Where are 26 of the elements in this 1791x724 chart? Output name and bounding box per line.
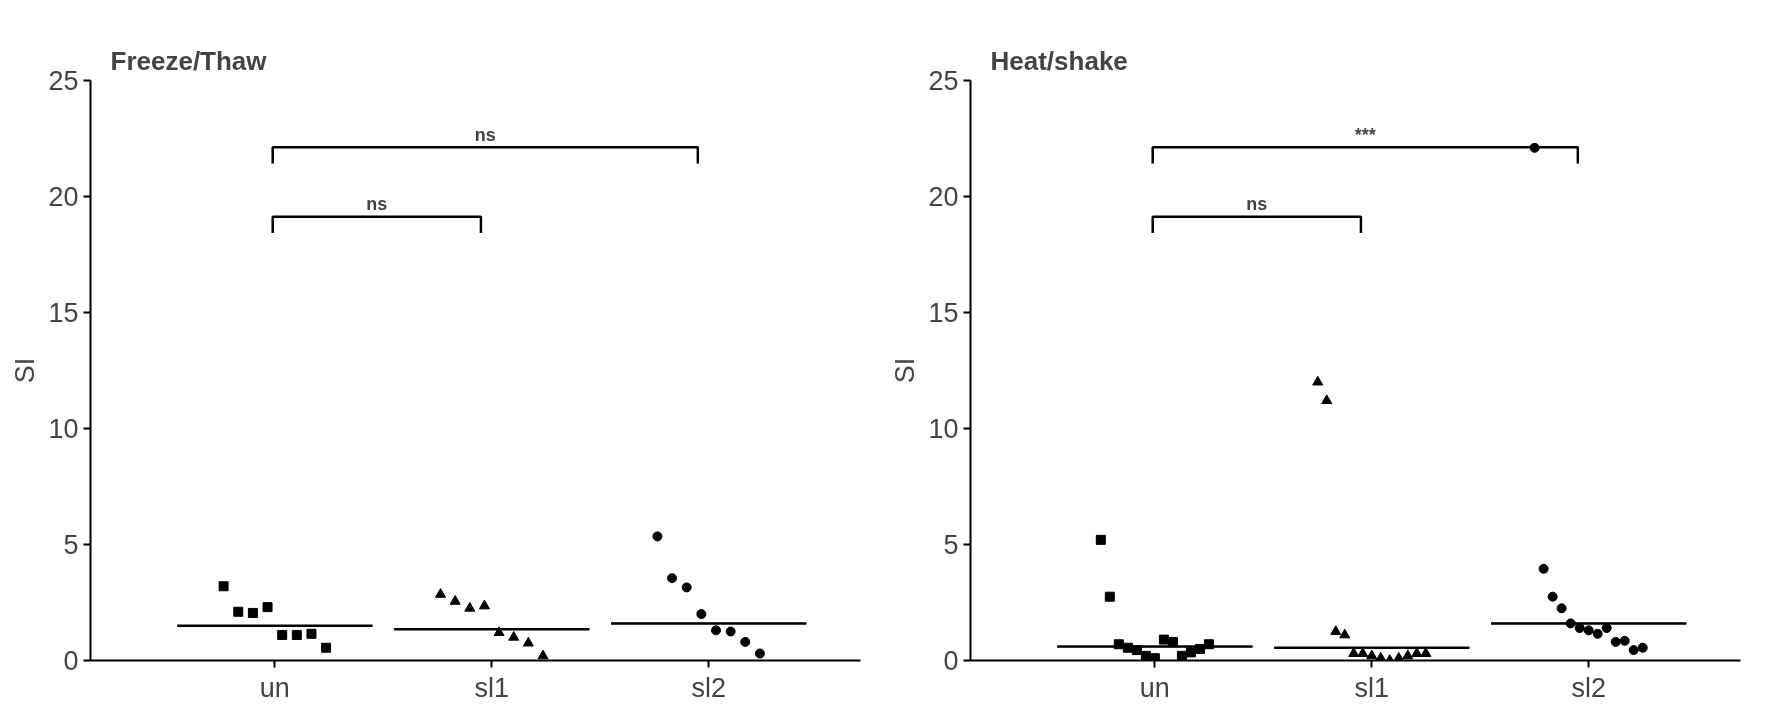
y-tick-label: 10 [48,414,79,444]
x-tick-label: un [1139,672,1170,703]
annotation: ns [1246,194,1268,215]
x-tick-label: sl1 [474,672,510,703]
x-tick-label: sl2 [691,672,726,703]
y-tick-label: 25 [48,66,79,96]
y-tick-label: 0 [63,646,79,676]
x-tick-label: sl1 [1354,672,1390,703]
chart-title: Heat/shake [990,45,1128,76]
y-axis-title: SI [10,357,41,384]
y-tick-label: 15 [48,298,79,328]
x-tick-label: un [259,672,290,703]
annotation: ns [474,124,496,145]
x-tick-label: sl2 [1571,672,1606,703]
y-tick-label: 20 [928,182,959,212]
y-axis-title: SI [890,357,921,384]
y-tick-label: 20 [48,182,79,212]
y-tick-label: 25 [928,66,959,96]
y-tick-label: 5 [63,530,79,560]
annotation: *** [1354,124,1376,145]
y-tick-label: 10 [928,414,959,444]
annotation: ns [366,194,388,215]
y-tick-label: 15 [928,298,959,328]
chart-title: Freeze/Thaw [110,45,268,76]
y-tick-label: 0 [943,646,959,676]
y-tick-label: 5 [943,530,959,560]
